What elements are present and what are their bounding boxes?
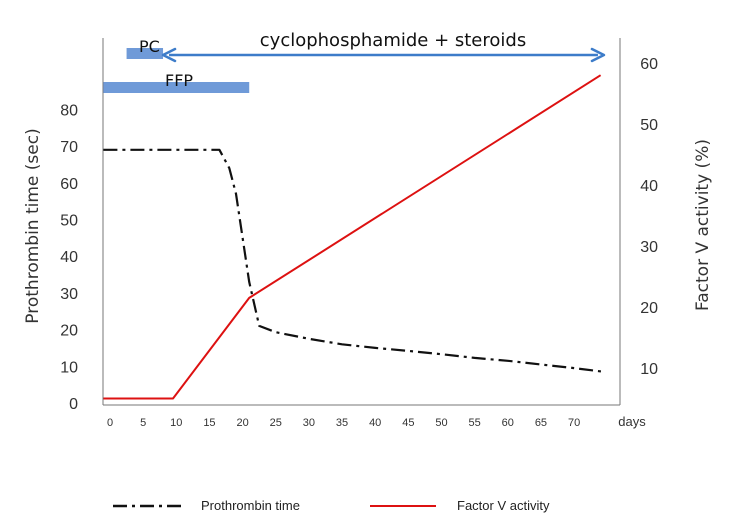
left-tick-label: 80 [60, 102, 78, 119]
treatment-arrowhead-left [161, 47, 177, 63]
right-tick-label: 20 [640, 300, 658, 317]
annotation-label-pc: PC [139, 37, 160, 56]
x-tick-label: 30 [303, 417, 315, 429]
x-tick-label: 65 [535, 417, 547, 429]
x-tick-label: 5 [140, 417, 146, 429]
annotation-label-ffp: FFP [165, 71, 193, 90]
treatment-label: cyclophosphamide + steroids [260, 30, 526, 51]
x-tick-label: 55 [469, 417, 481, 429]
series-lines [103, 74, 605, 400]
legend: Prothrombin time Factor V activity [113, 498, 550, 513]
x-tick-label: 50 [435, 417, 447, 429]
legend-label-factor-v-activity: Factor V activity [457, 498, 550, 513]
annotation-bar-pc [126, 48, 164, 59]
x-tick-label: 15 [203, 417, 215, 429]
x-tick-label: 40 [369, 417, 381, 429]
left-tick-label: 0 [69, 396, 78, 413]
right-tick-label: 30 [640, 239, 658, 256]
treatment-arrowhead-right [590, 47, 606, 63]
x-tick-label: 70 [568, 417, 580, 429]
left-tick-label: 10 [60, 359, 78, 376]
right-axis-title: Factor V activity (%) [693, 139, 713, 311]
series-line-factor-v-activity [103, 74, 602, 400]
right-tick-label: 40 [640, 178, 658, 195]
legend-label-prothrombin-time: Prothrombin time [201, 498, 300, 513]
right-tick-label: 60 [640, 56, 658, 73]
series-line-prothrombin-time [103, 148, 605, 373]
x-tick-label: 20 [236, 417, 248, 429]
left-tick-label: 30 [60, 286, 78, 303]
x-tick-label: 25 [270, 417, 282, 429]
right-tick-label: 50 [640, 117, 658, 134]
left-axis-title: Prothrombin time (sec) [23, 128, 43, 323]
left-tick-label: 60 [60, 176, 78, 193]
x-tick-label: 45 [402, 417, 414, 429]
left-tick-label: 50 [60, 213, 78, 230]
annotation-bar-ffp [103, 82, 250, 93]
x-tick-label: 60 [502, 417, 514, 429]
annotations: PC FFP cyclophosphamide + steroids [103, 30, 606, 93]
axes: 0 5 10 15 20 25 30 35 40 45 50 55 60 65 70 days 0 10 20 30 4… [23, 38, 713, 429]
x-unit-label: days [618, 414, 646, 429]
left-tick-label: 20 [60, 323, 78, 340]
left-tick-label: 40 [60, 249, 78, 266]
x-tick-label: 35 [336, 417, 348, 429]
x-tick-label: 0 [107, 417, 113, 429]
x-tick-label: 10 [170, 417, 182, 429]
left-tick-label: 70 [60, 139, 78, 156]
right-tick-label: 10 [640, 361, 658, 378]
